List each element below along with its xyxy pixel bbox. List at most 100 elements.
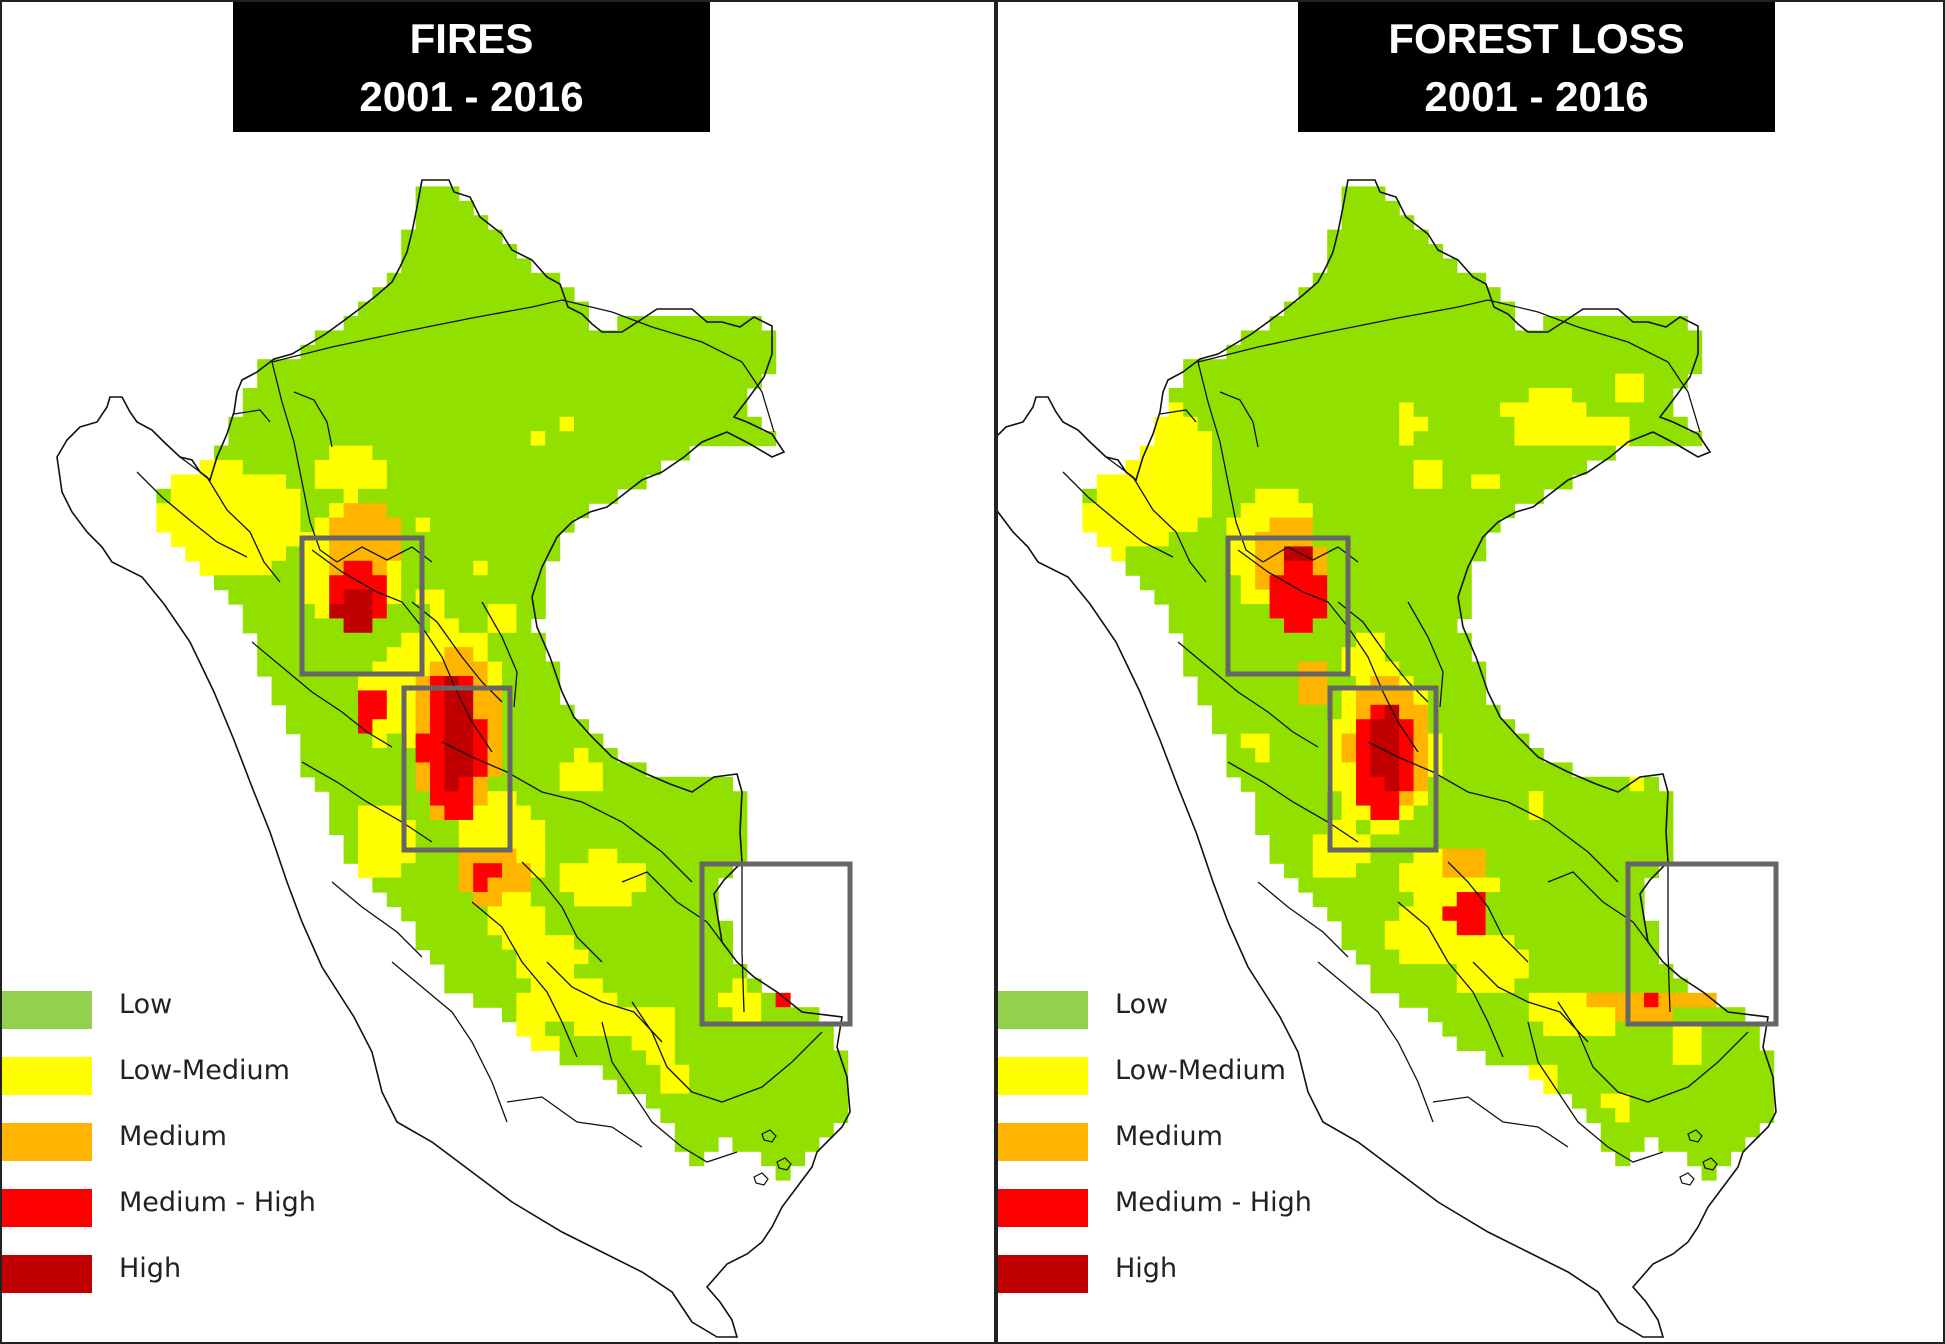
grid-cell-low	[444, 964, 460, 979]
grid-cell-low	[646, 834, 661, 850]
grid-cell-low	[818, 1064, 834, 1080]
grid-cell-low	[415, 301, 431, 317]
grid-cell-low-medium	[386, 719, 402, 735]
grid-cell-low	[718, 776, 733, 792]
grid-cell-low	[401, 575, 417, 591]
grid-cell-medium	[1413, 762, 1429, 778]
grid-cell-low	[1370, 503, 1386, 519]
grid-cell-low	[516, 690, 532, 706]
grid-cell-high	[1384, 762, 1400, 778]
grid-cell-low	[271, 647, 287, 663]
grid-cell-low	[1572, 964, 1587, 979]
grid-cell-low-medium	[1154, 416, 1170, 432]
grid-cell-low	[401, 517, 417, 533]
grid-cell-low	[1672, 431, 1688, 447]
grid-cell-low-medium	[1399, 416, 1415, 432]
grid-cell-low	[1586, 906, 1602, 922]
grid-cell-low	[386, 431, 402, 447]
grid-cell-low	[631, 892, 647, 907]
grid-cell-low	[1471, 834, 1487, 850]
grid-cell-low	[602, 373, 618, 389]
grid-cell-low	[386, 791, 402, 807]
grid-cell-low	[1600, 978, 1616, 994]
grid-cell-low-medium	[372, 848, 388, 864]
grid-cell-low-medium	[458, 820, 474, 835]
grid-cell-low	[1442, 460, 1458, 475]
grid-cell-low	[703, 820, 719, 835]
grid-cell-low	[1557, 892, 1573, 907]
grid-cell-low-medium	[1111, 532, 1127, 547]
grid-cell-low	[1514, 359, 1530, 375]
grid-cell-low	[1269, 805, 1285, 821]
grid-cell-low	[430, 460, 445, 475]
grid-cell-low-medium	[1528, 431, 1544, 447]
grid-cell-low	[1456, 287, 1472, 303]
grid-cell-low	[1370, 474, 1386, 490]
grid-cell-low	[559, 488, 575, 504]
grid-cell-low	[660, 848, 676, 864]
grid-cell-medium	[1269, 517, 1285, 533]
grid-cell-low	[401, 373, 417, 389]
grid-cell-low	[1154, 560, 1170, 576]
grid-cell-low	[703, 1136, 719, 1152]
grid-cell-low	[1586, 1064, 1602, 1080]
grid-cell-low	[329, 690, 345, 706]
grid-cell-low	[660, 402, 676, 418]
grid-cell-low	[631, 949, 647, 965]
grid-cell-low	[1600, 791, 1616, 807]
grid-cell-low	[430, 258, 445, 274]
grid-cell-low-medium	[530, 1036, 546, 1051]
grid-cell-low	[1471, 316, 1487, 331]
legend-label: Low	[119, 989, 173, 1020]
grid-cell-low	[286, 704, 301, 720]
grid-cell-low-medium	[1471, 474, 1487, 490]
grid-cell-low	[746, 316, 762, 331]
grid-cell-low	[156, 488, 172, 504]
grid-cell-low	[1341, 229, 1357, 245]
grid-cell-medium	[1413, 748, 1429, 763]
grid-cell-low-medium	[646, 1036, 661, 1051]
grid-cell-low	[1284, 719, 1299, 735]
grid-cell-low	[1485, 301, 1501, 317]
grid-cell-medium	[1356, 690, 1371, 706]
grid-cell-low	[1514, 344, 1530, 360]
grid-cell-low	[502, 964, 517, 979]
grid-cell-low	[1212, 532, 1227, 547]
department-boundary	[1197, 361, 1264, 563]
grid-cell-low	[473, 546, 489, 562]
grid-cell-low	[1428, 431, 1443, 447]
grid-cell-low-medium	[1183, 460, 1199, 475]
grid-cell-low	[1543, 344, 1559, 360]
grid-cell-low	[631, 402, 647, 418]
grid-cell-medium	[473, 791, 489, 807]
grid-cell-medium-high	[1284, 575, 1299, 591]
grid-cell-low-medium	[1255, 488, 1271, 504]
grid-cell-low	[516, 373, 532, 389]
grid-cell-low	[1428, 373, 1443, 389]
grid-cell-low	[1716, 1050, 1731, 1066]
grid-cell-low-medium	[343, 474, 359, 490]
grid-cell-low	[1327, 503, 1343, 519]
grid-cell-low	[1442, 402, 1458, 418]
grid-cell-low	[271, 388, 287, 403]
grid-cell-low	[329, 330, 345, 346]
grid-cell-low-medium	[271, 517, 287, 533]
grid-cell-low-medium	[386, 690, 402, 706]
grid-cell-medium	[458, 863, 474, 879]
department-boundary	[293, 391, 333, 448]
grid-cell-low	[516, 575, 532, 591]
grid-cell-low	[516, 632, 532, 648]
grid-cell-low	[530, 416, 546, 432]
grid-cell-low	[1701, 1136, 1717, 1152]
grid-cell-low	[1413, 532, 1429, 547]
grid-cell-low-medium	[516, 964, 532, 979]
grid-cell-low	[430, 388, 445, 403]
grid-cell-low	[1456, 1021, 1472, 1037]
grid-cell-low	[602, 1050, 618, 1066]
grid-cell-low	[1600, 388, 1616, 403]
grid-cell-low	[1413, 805, 1429, 821]
grid-cell-low	[1384, 431, 1400, 447]
grid-cell-low	[1658, 964, 1674, 979]
grid-cell-low	[559, 748, 575, 763]
grid-cell-low	[674, 992, 690, 1008]
